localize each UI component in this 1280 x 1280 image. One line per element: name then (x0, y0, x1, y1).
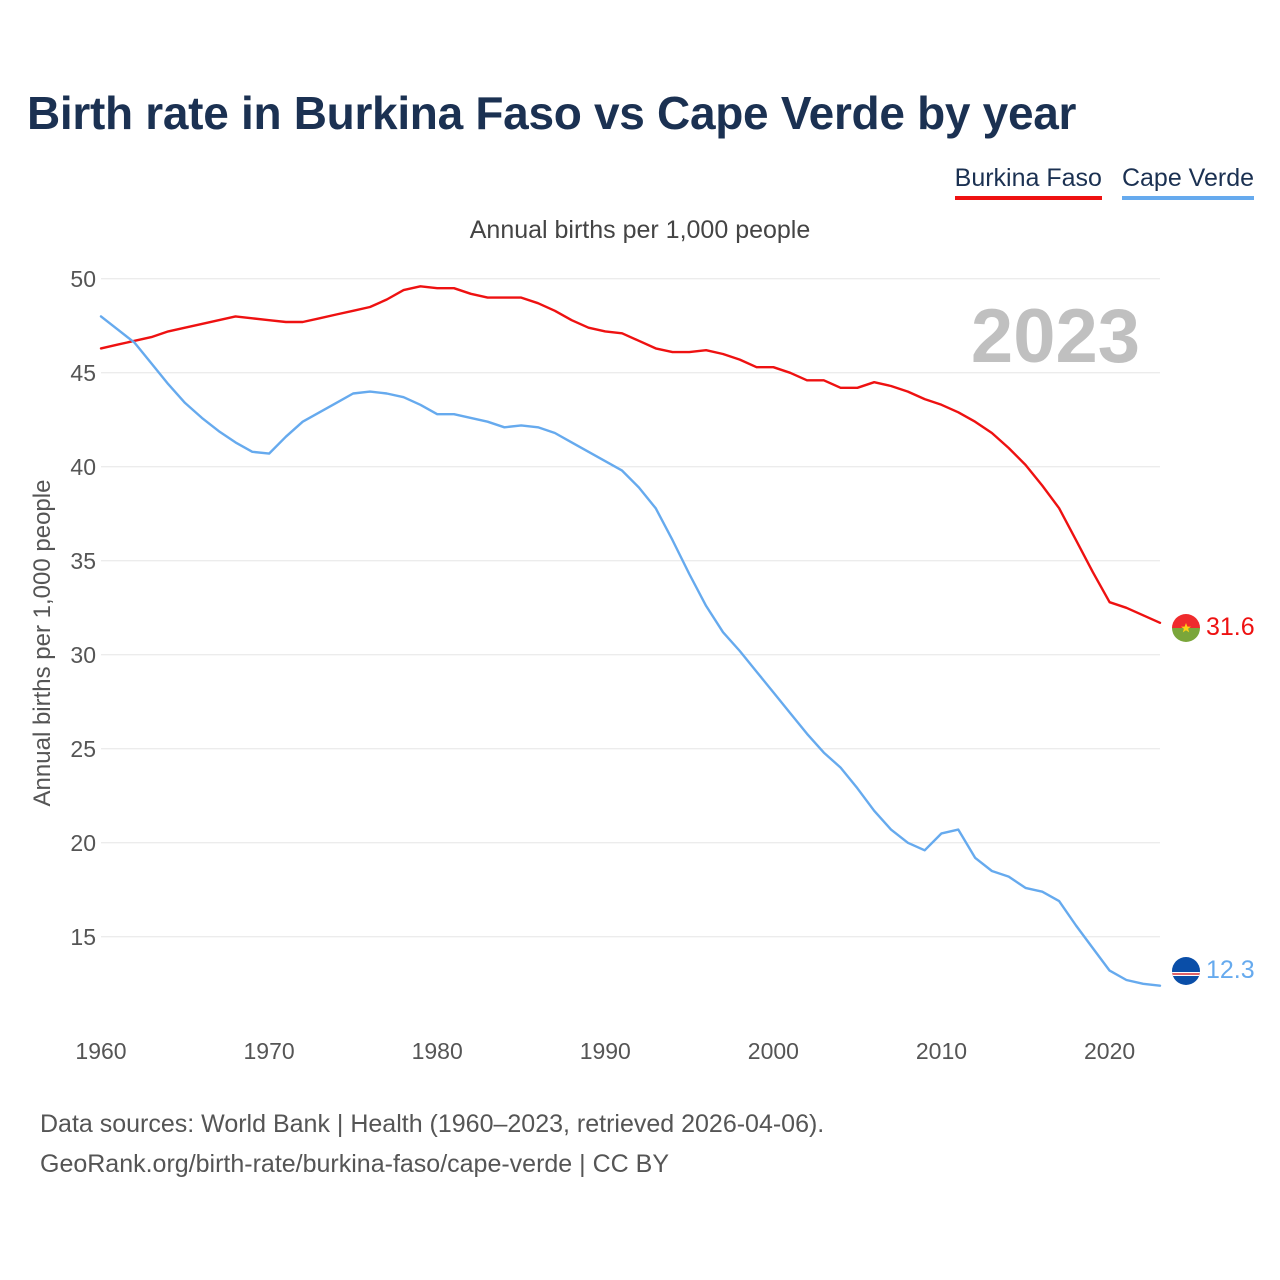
y-tick-label: 30 (70, 642, 96, 668)
x-tick-label: 1990 (580, 1038, 631, 1064)
footer-sources: Data sources: World Bank | Health (1960–… (40, 1110, 825, 1138)
x-tick-label: 2020 (1084, 1038, 1135, 1064)
chart-subtitle: Annual births per 1,000 people (469, 216, 811, 244)
legend: Burkina Faso Cape Verde (954, 164, 1254, 200)
end-value-cape-verde: 12.3 (1206, 956, 1255, 984)
x-tick-label: 1970 (244, 1038, 295, 1064)
y-tick-label: 25 (70, 736, 96, 762)
y-axis-label: Annual births per 1,000 people (29, 480, 56, 807)
y-tick-label: 20 (70, 830, 96, 856)
year-watermark: 2023 (971, 294, 1140, 379)
legend-item-cape-verde[interactable]: Cape Verde (1121, 164, 1254, 200)
footer: Data sources: World Bank | Health (1960–… (40, 1104, 824, 1184)
y-tick-label: 50 (70, 266, 96, 292)
x-tick-label: 1960 (75, 1038, 126, 1064)
chart-title: Birth rate in Burkina Faso vs Cape Verde… (27, 87, 1077, 139)
end-markers (1172, 614, 1200, 985)
x-tick-label: 1980 (412, 1038, 463, 1064)
series-lines (99, 285, 1162, 987)
y-tick-label: 35 (70, 548, 96, 574)
gridlines (101, 278, 1160, 938)
y-tick-label: 15 (70, 924, 96, 950)
x-tick-label: 2000 (748, 1038, 799, 1064)
y-axis-ticks: 15 20 25 30 35 40 45 50 (70, 266, 96, 950)
y-tick-label: 45 (70, 360, 96, 386)
series-line-cape-verde[interactable] (99, 315, 1162, 987)
burkina-faso-flag-icon (1172, 614, 1200, 642)
footer-link[interactable]: GeoRank.org/birth-rate/burkina-faso/cape… (40, 1150, 670, 1178)
x-tick-label: 2010 (916, 1038, 967, 1064)
legend-item-burkina-faso[interactable]: Burkina Faso (954, 164, 1102, 200)
y-tick-label: 40 (70, 454, 96, 480)
series-line-burkina-faso[interactable] (99, 285, 1162, 624)
x-axis-ticks: 1960 1970 1980 1990 2000 2010 2020 (75, 1038, 1135, 1064)
cape-verde-flag-icon (1172, 957, 1200, 985)
end-value-burkina-faso: 31.6 (1206, 613, 1255, 641)
